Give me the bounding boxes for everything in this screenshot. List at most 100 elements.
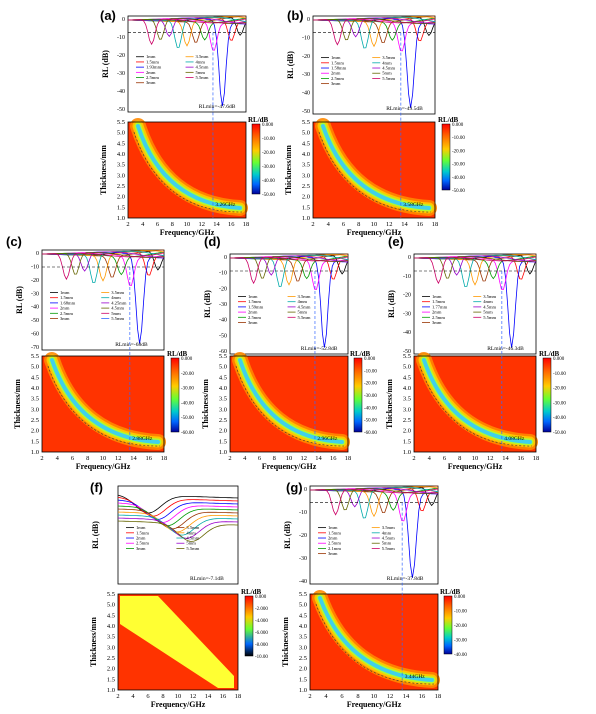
heatmap-ytick: 3.0	[117, 172, 125, 179]
legend-entry: 2.5mm	[331, 76, 344, 81]
heatmap-contour-a	[133, 131, 243, 213]
heatmap-ytick: 5.0	[219, 364, 227, 371]
legend-entry: 5.5mm	[111, 316, 124, 321]
heatmap-ytick: 1.0	[299, 687, 307, 694]
rl-curve-d-8	[229, 255, 349, 276]
rl-curve-g-8	[309, 487, 439, 508]
panel-g: (g)RL (dB)0-10-20-30-401mm1.5mm2mm2.5mm2…	[281, 480, 467, 709]
legend-entry: 2.5mm	[146, 75, 159, 80]
heatmap-contour-g	[315, 603, 435, 685]
rl-ytick: -20	[302, 54, 310, 60]
heatmap-ytick: 3.5	[219, 396, 227, 403]
rl-ytick: -20	[299, 533, 307, 539]
legend-entry: 3.5mm	[196, 54, 209, 59]
legend-entry: 3.5mm	[111, 290, 124, 295]
rl-ytick: -10	[117, 35, 125, 41]
heatmap-xtick: 6	[156, 221, 160, 228]
heatmap-ytick: 4.5	[31, 374, 39, 381]
legend-entry: 5.5mm	[196, 75, 209, 80]
rl-ytick: -10	[219, 271, 227, 277]
colorbar-tick: -2.000	[255, 607, 268, 612]
heatmap-ytick: 3.0	[107, 644, 115, 651]
rl-ytick: -40	[31, 305, 39, 311]
heatmap-xtick: 16	[417, 221, 424, 228]
colorbar	[170, 357, 180, 433]
legend-entry: 5mm	[298, 310, 308, 315]
rl-curve-b-8	[312, 17, 436, 38]
legend-entry: 1mm	[328, 525, 338, 530]
heatmap-ytick: 3.0	[299, 644, 307, 651]
heatmap-ytick: 1.5	[117, 204, 125, 211]
legend-entry: 5.5mm	[382, 546, 395, 551]
heatmap-ytick: 1.5	[31, 438, 39, 445]
rl-ytick: -20	[117, 53, 125, 59]
legend-entry: 1mm	[432, 294, 442, 299]
legend-entry: 2.5mm	[248, 315, 261, 320]
heatmap-xtick: 4	[56, 455, 60, 462]
heatmap-xtick: 14	[213, 221, 220, 228]
panel-label: (a)	[100, 8, 116, 23]
heatmap-xtick: 2	[412, 455, 415, 462]
colorbar-tick: -50.00	[452, 189, 465, 194]
colorbar-tick: -40.00	[181, 401, 194, 406]
colorbar-title: RL/dB	[438, 116, 459, 124]
heatmap-xtick: 16	[518, 455, 525, 462]
heatmap-ytick: 1.0	[117, 215, 125, 222]
legend-entry: 5mm	[382, 71, 392, 76]
legend-entry: 3.5mm	[186, 525, 199, 530]
heatmap-contour-d	[235, 365, 345, 447]
heatmap-ytick: 2.5	[302, 183, 310, 190]
rl-min-annotation: RLmin=-7.1dB	[190, 576, 224, 582]
legend-entry: 5.5mm	[186, 546, 199, 551]
legend-entry: 4mm	[298, 299, 308, 304]
rl-ytick: 0	[36, 251, 39, 257]
heatmap-xtick: 12	[487, 455, 494, 462]
heatmap-ytick: 3.5	[302, 162, 310, 169]
legend-entry: 1.93mm	[146, 65, 162, 70]
legend-entry: 4.25mm	[111, 300, 127, 305]
colorbar-tick: -10.00	[452, 136, 465, 141]
heatmap-xtick: 8	[357, 221, 360, 228]
legend-entry: 1mm	[331, 55, 341, 60]
legend-entry: 2mm	[328, 536, 338, 541]
heatmap-ylabel: Thickness/mm	[99, 145, 108, 195]
heatmap-ytick: 2.0	[219, 428, 227, 435]
colorbar-title: RL/dB	[350, 350, 371, 358]
colorbar-tick: 0.000	[181, 357, 193, 362]
heatmap-xtick: 4	[141, 221, 145, 228]
colorbar-title: RL/dB	[241, 588, 262, 596]
legend-entry: 5mm	[186, 541, 196, 546]
legend-entry: 1mm	[146, 54, 156, 59]
heatmap-frame	[41, 355, 165, 453]
legend-entry: 2.5mm	[328, 541, 341, 546]
rl-ylabel: RL (dB)	[203, 290, 212, 318]
heatmap-ylabel: Thickness/mm	[281, 617, 290, 667]
heatmap-ytick: 5.5	[403, 353, 411, 360]
rl-curve-g-7	[310, 486, 439, 519]
heatmap-xtick: 2	[116, 693, 119, 700]
panel-label: (c)	[6, 234, 22, 249]
colorbar-tick: -20.00	[364, 382, 377, 387]
heatmap-xtick: 14	[401, 221, 408, 228]
heatmap-xtick: 10	[371, 693, 378, 700]
panel-a: (a) RL (dB) 0 -10 -20 -30 -40 -50 1mm1.5mm1.93mm…	[99, 8, 275, 237]
heatmap-xtick: 10	[184, 221, 191, 228]
heatmap-ytick: 4.0	[219, 385, 227, 392]
legend-entry: 2.1mm	[328, 546, 341, 551]
colorbar	[251, 123, 261, 195]
heatmap-xtick: 8	[171, 221, 174, 228]
heatmap-ylabel: Thickness/mm	[284, 145, 293, 195]
heatmap-ytick: 3.0	[31, 406, 39, 413]
heatmap-xtick: 16	[146, 455, 153, 462]
heatmap-ytick: 3.0	[403, 406, 411, 413]
colorbar-title: RL/dB	[539, 350, 560, 358]
heatmap-ytick: 3.5	[117, 162, 125, 169]
heatmap-xlabel: Frequency/GHz	[262, 462, 317, 471]
heatmap-xtick: 12	[301, 455, 308, 462]
heatmap-xtick: 4	[327, 221, 331, 228]
colorbar-tick: -10.00	[262, 137, 275, 142]
heatmap-xtick: 18	[243, 221, 250, 228]
heatmap-xtick: 4	[131, 693, 135, 700]
colorbar-tick: -30.00	[262, 165, 275, 170]
heatmap-frame	[127, 121, 247, 219]
